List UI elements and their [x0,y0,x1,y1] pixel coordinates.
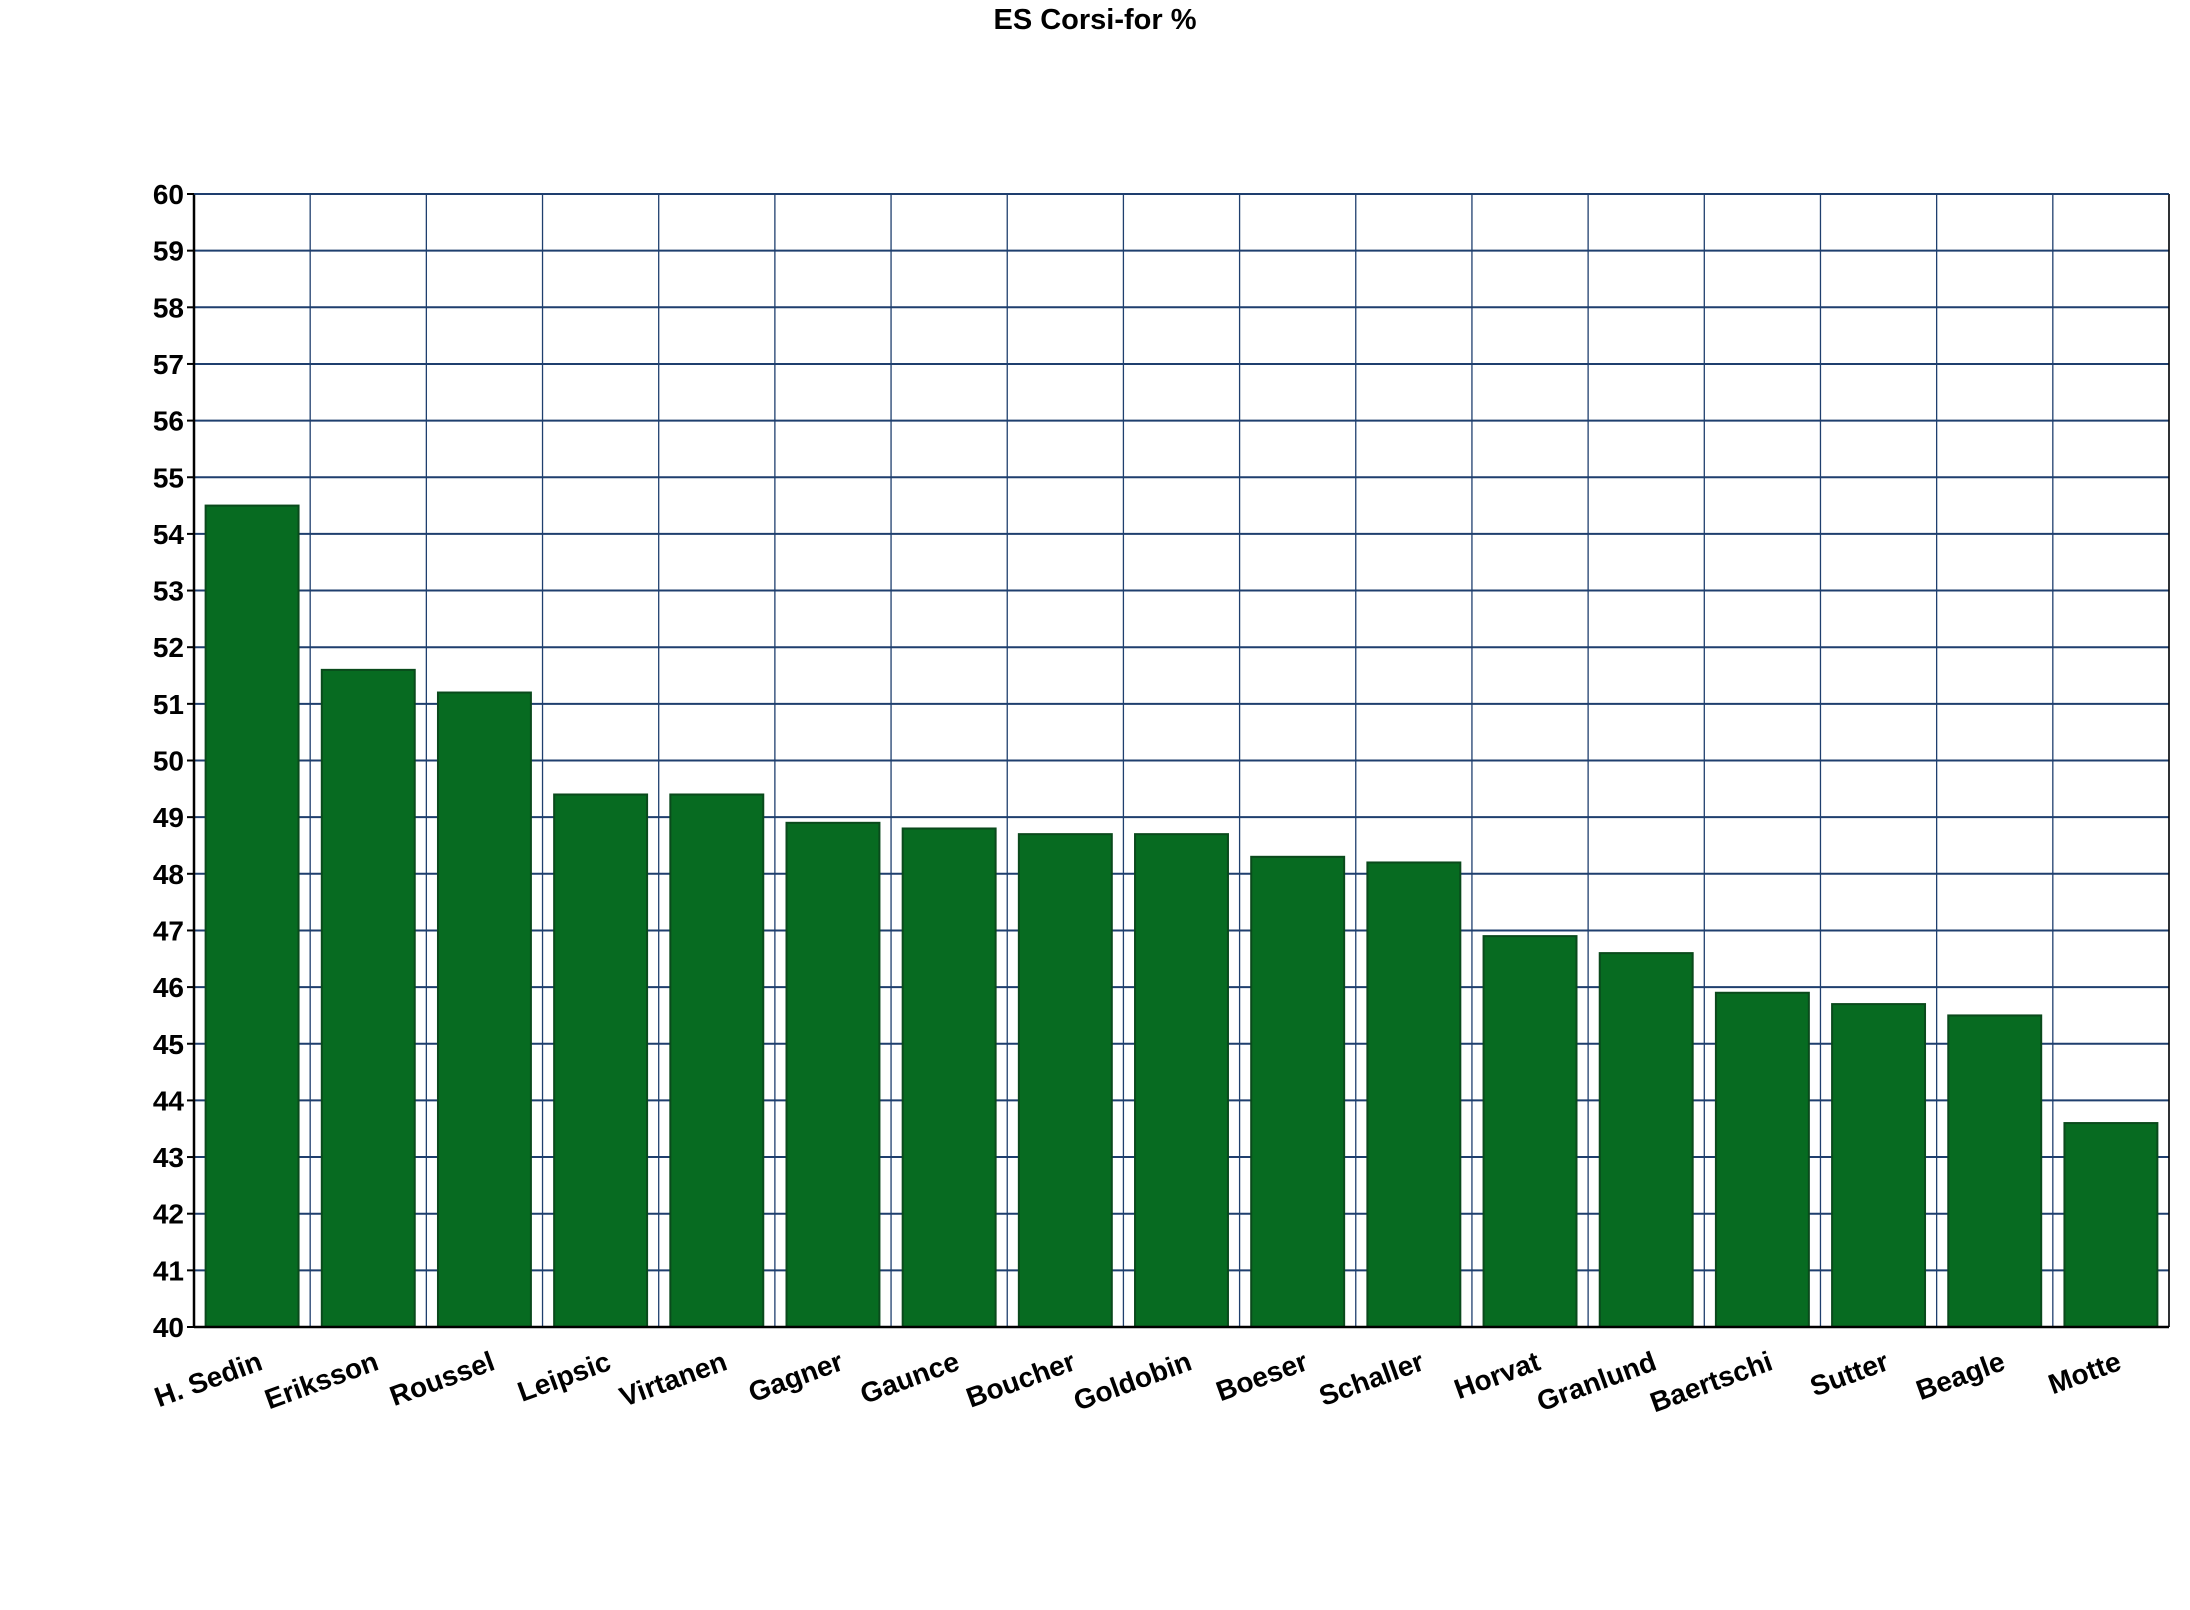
x-tick-label: Leipsic [513,1346,614,1408]
bar-beagle [1947,1014,2043,1328]
bar-gagner [785,821,881,1328]
y-tick-label: 42 [153,1199,184,1230]
y-tick-label: 55 [153,462,184,493]
bar-eriksson [320,668,416,1328]
y-tick-label: 59 [153,236,184,267]
bar-roussel [436,691,532,1328]
bar-baertschi [1714,991,1810,1328]
x-tick-label: Motte [2044,1346,2125,1401]
y-tick-label: 60 [153,179,184,210]
y-tick-label: 41 [153,1255,184,1286]
y-tick-label: 48 [153,859,184,890]
bar-boucher [1017,833,1113,1329]
x-tick-label: Horvat [1450,1346,1544,1405]
bar-horvat [1482,935,1578,1328]
y-tick-label: 43 [153,1142,184,1173]
bar-sutter [1831,1003,1927,1328]
y-tick-label: 58 [153,292,184,323]
x-tick-label: Gagner [744,1345,847,1408]
y-tick-label: 46 [153,972,184,1003]
y-tick-label: 45 [153,1029,184,1060]
bar-h-sedin [204,504,300,1328]
x-tick-label: H. Sedin [150,1346,266,1413]
y-tick-label: 53 [153,576,184,607]
x-tick-label: Gaunce [856,1346,963,1410]
x-tick-label: Beagle [1912,1346,2009,1407]
bar-granlund [1598,952,1694,1328]
bar-goldobin [1134,833,1229,1329]
bar-motte [2063,1122,2159,1329]
x-tick-label: Granlund [1533,1346,1661,1418]
bar-leipsic [553,793,649,1328]
x-tick-label: Goldobin [1069,1346,1195,1417]
y-tick-label: 50 [153,746,184,777]
y-tick-label: 57 [153,349,184,380]
y-tick-label: 49 [153,802,184,833]
y-tick-label: 51 [153,689,184,720]
x-tick-label: Eriksson [261,1346,383,1416]
x-tick-label: Schaller [1315,1345,1428,1411]
bar-virtanen [669,793,765,1328]
chart-title: ES Corsi-for % [993,4,1197,36]
x-tick-label: Roussel [386,1346,499,1412]
y-tick-label: 40 [153,1312,184,1343]
x-tick-label: Virtanen [615,1346,730,1413]
x-tick-label: Baertschi [1646,1346,1777,1419]
y-tick-label: 56 [153,406,184,437]
y-tick-label: 44 [153,1085,185,1116]
x-tick-label: Boeser [1212,1345,1312,1407]
bar-gaunce [901,827,997,1328]
bar-boeser [1250,855,1346,1328]
x-tick-label: Sutter [1806,1345,1893,1402]
y-tick-label: 47 [153,915,184,946]
y-tick-label: 54 [153,519,185,550]
y-tick-label: 52 [153,632,184,663]
bar-schaller [1366,861,1462,1328]
x-tick-label: Boucher [962,1345,1079,1413]
